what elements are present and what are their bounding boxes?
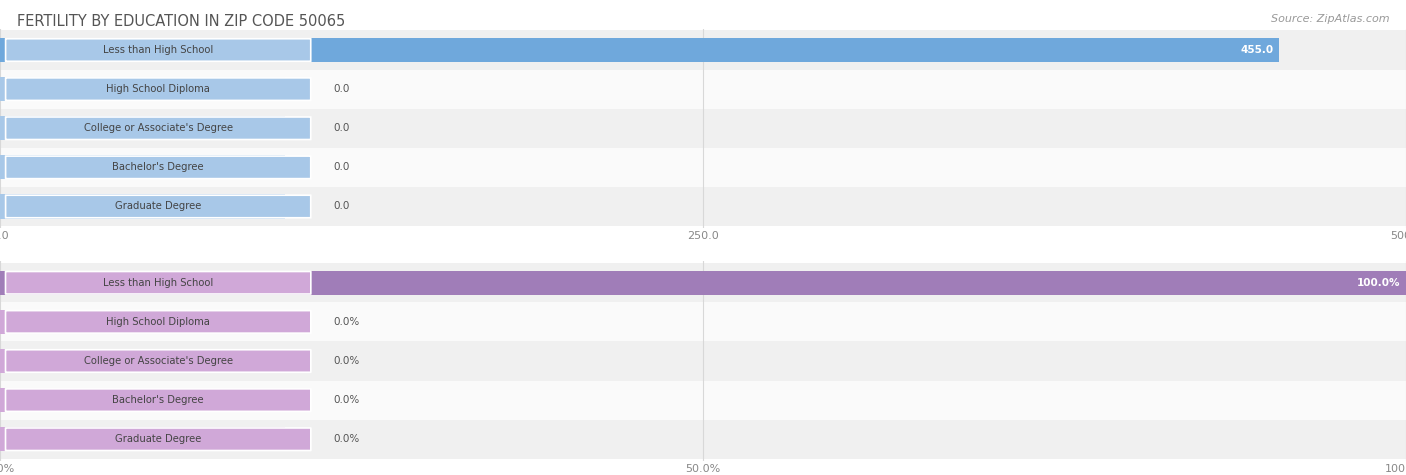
Text: High School Diploma: High School Diploma bbox=[107, 317, 209, 327]
Bar bbox=[0, 310, 285, 334]
FancyBboxPatch shape bbox=[6, 156, 311, 179]
Text: 0.0%: 0.0% bbox=[333, 317, 360, 327]
Bar bbox=[0, 155, 285, 180]
Text: 0.0: 0.0 bbox=[333, 201, 350, 211]
Bar bbox=[0, 388, 285, 412]
FancyBboxPatch shape bbox=[6, 39, 311, 61]
Bar bbox=[0, 263, 1406, 302]
Text: Graduate Degree: Graduate Degree bbox=[115, 434, 201, 444]
Bar bbox=[0, 116, 285, 141]
Text: 0.0%: 0.0% bbox=[333, 395, 360, 405]
Text: Bachelor's Degree: Bachelor's Degree bbox=[112, 162, 204, 172]
Text: 100.0%: 100.0% bbox=[1357, 278, 1400, 288]
Bar bbox=[0, 109, 1406, 148]
Text: 0.0%: 0.0% bbox=[333, 356, 360, 366]
FancyBboxPatch shape bbox=[6, 195, 311, 218]
Bar bbox=[0, 194, 285, 218]
Text: 0.0: 0.0 bbox=[333, 123, 350, 133]
Bar bbox=[0, 349, 285, 373]
Text: 0.0%: 0.0% bbox=[333, 434, 360, 444]
FancyBboxPatch shape bbox=[6, 428, 311, 450]
Text: 0.0: 0.0 bbox=[333, 162, 350, 172]
Bar bbox=[0, 271, 1406, 295]
Text: Graduate Degree: Graduate Degree bbox=[115, 201, 201, 211]
Text: Less than High School: Less than High School bbox=[103, 45, 214, 55]
Bar bbox=[0, 77, 285, 101]
Text: FERTILITY BY EDUCATION IN ZIP CODE 50065: FERTILITY BY EDUCATION IN ZIP CODE 50065 bbox=[17, 14, 344, 29]
FancyBboxPatch shape bbox=[6, 78, 311, 100]
FancyBboxPatch shape bbox=[6, 272, 311, 294]
FancyBboxPatch shape bbox=[6, 117, 311, 140]
Bar bbox=[0, 148, 1406, 187]
FancyBboxPatch shape bbox=[6, 311, 311, 333]
Bar bbox=[0, 187, 1406, 226]
Bar bbox=[0, 30, 1406, 69]
Bar bbox=[0, 302, 1406, 342]
Bar bbox=[0, 38, 1279, 62]
Text: College or Associate's Degree: College or Associate's Degree bbox=[83, 356, 233, 366]
Text: Bachelor's Degree: Bachelor's Degree bbox=[112, 395, 204, 405]
Bar bbox=[0, 380, 1406, 420]
Text: 0.0: 0.0 bbox=[333, 84, 350, 94]
Text: Less than High School: Less than High School bbox=[103, 278, 214, 288]
Bar bbox=[0, 427, 285, 451]
FancyBboxPatch shape bbox=[6, 389, 311, 411]
FancyBboxPatch shape bbox=[6, 350, 311, 372]
Text: College or Associate's Degree: College or Associate's Degree bbox=[83, 123, 233, 133]
Text: 455.0: 455.0 bbox=[1240, 45, 1274, 55]
Text: High School Diploma: High School Diploma bbox=[107, 84, 209, 94]
Bar bbox=[0, 69, 1406, 109]
Bar bbox=[0, 342, 1406, 380]
Bar bbox=[0, 420, 1406, 459]
Text: Source: ZipAtlas.com: Source: ZipAtlas.com bbox=[1271, 14, 1389, 24]
